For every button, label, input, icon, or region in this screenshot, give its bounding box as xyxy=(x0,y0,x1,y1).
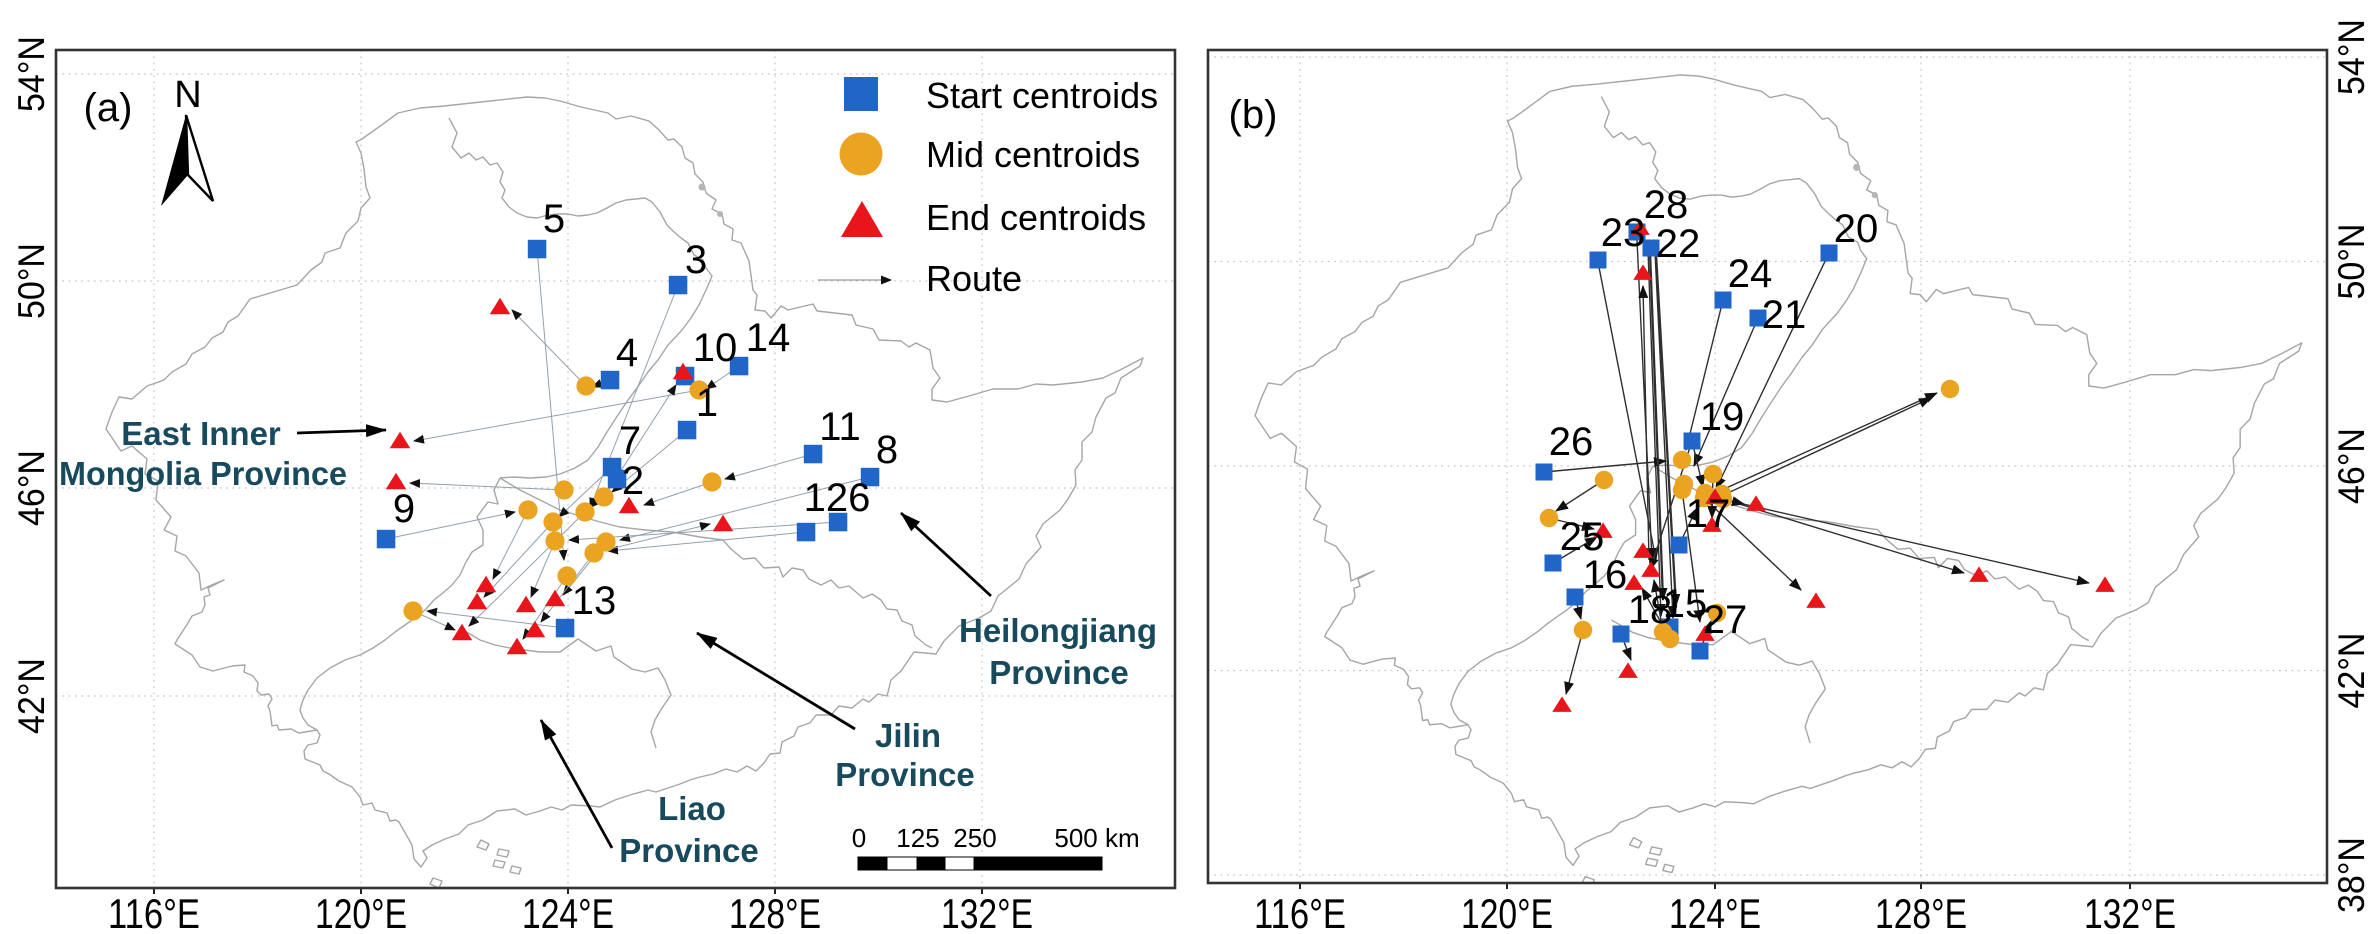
svg-text:N: N xyxy=(174,74,201,116)
svg-text:7: 7 xyxy=(619,419,641,463)
svg-text:20: 20 xyxy=(1834,207,1879,251)
svg-text:22: 22 xyxy=(1656,222,1701,266)
svg-text:126: 126 xyxy=(804,476,871,520)
svg-text:50°N: 50°N xyxy=(2331,224,2370,300)
svg-text:8: 8 xyxy=(876,428,898,472)
svg-text:17: 17 xyxy=(1686,492,1731,536)
svg-text:116°E: 116°E xyxy=(1254,890,1346,934)
svg-text:End centroids: End centroids xyxy=(926,197,1146,238)
svg-text:Mongolia Province: Mongolia Province xyxy=(59,455,347,492)
svg-text:46°N: 46°N xyxy=(11,450,52,526)
svg-text:125: 125 xyxy=(896,823,939,853)
svg-text:Jilin: Jilin xyxy=(875,717,941,754)
svg-text:16: 16 xyxy=(1583,553,1628,597)
svg-text:9: 9 xyxy=(393,487,415,531)
svg-text:46°N: 46°N xyxy=(2331,428,2370,504)
svg-text:Route: Route xyxy=(926,258,1022,299)
svg-text:11: 11 xyxy=(819,405,861,449)
svg-text:Heilongjiang: Heilongjiang xyxy=(959,612,1157,649)
svg-text:Mid centroids: Mid centroids xyxy=(926,134,1140,175)
svg-text:132°E: 132°E xyxy=(941,890,1033,934)
svg-text:128°E: 128°E xyxy=(1875,890,1967,934)
svg-text:54°N: 54°N xyxy=(11,36,52,112)
svg-text:2: 2 xyxy=(622,459,644,503)
svg-text:10: 10 xyxy=(693,326,738,370)
svg-text:42°N: 42°N xyxy=(2331,633,2370,709)
svg-text:42°N: 42°N xyxy=(11,658,52,734)
svg-text:124°E: 124°E xyxy=(1669,890,1761,934)
svg-text:15: 15 xyxy=(1663,582,1708,626)
svg-text:19: 19 xyxy=(1700,395,1745,439)
svg-text:Liao: Liao xyxy=(658,790,726,827)
svg-text:1: 1 xyxy=(696,381,718,425)
svg-text:Province: Province xyxy=(619,832,758,869)
svg-text:5: 5 xyxy=(543,197,565,241)
svg-text:24: 24 xyxy=(1728,252,1773,296)
svg-text:28: 28 xyxy=(1644,183,1689,227)
svg-text:250: 250 xyxy=(953,823,996,853)
svg-text:(b): (b) xyxy=(1229,93,1278,137)
svg-text:27: 27 xyxy=(1703,598,1748,642)
svg-text:Province: Province xyxy=(989,654,1128,691)
svg-text:124°E: 124°E xyxy=(522,890,614,934)
svg-text:120°E: 120°E xyxy=(315,890,407,934)
svg-text:25: 25 xyxy=(1560,515,1605,559)
svg-text:Province: Province xyxy=(835,756,974,793)
svg-text:500 km: 500 km xyxy=(1054,823,1139,853)
svg-text:18: 18 xyxy=(1628,588,1673,632)
svg-text:26: 26 xyxy=(1549,420,1594,464)
svg-text:0: 0 xyxy=(852,823,866,853)
svg-text:East Inner: East Inner xyxy=(121,415,281,452)
svg-text:13: 13 xyxy=(572,579,617,623)
svg-text:128°E: 128°E xyxy=(729,890,821,934)
svg-text:21: 21 xyxy=(1762,293,1807,337)
svg-text:116°E: 116°E xyxy=(108,890,200,934)
svg-text:Start centroids: Start centroids xyxy=(926,75,1158,116)
svg-text:120°E: 120°E xyxy=(1461,890,1553,934)
svg-text:23: 23 xyxy=(1601,211,1646,255)
svg-text:14: 14 xyxy=(746,316,791,360)
svg-text:4: 4 xyxy=(616,331,638,375)
svg-text:132°E: 132°E xyxy=(2084,890,2176,934)
svg-text:50°N: 50°N xyxy=(11,243,52,319)
svg-text:38°N: 38°N xyxy=(2331,837,2370,913)
svg-text:3: 3 xyxy=(685,238,707,282)
svg-text:54°N: 54°N xyxy=(2331,19,2370,95)
svg-text:(a): (a) xyxy=(84,86,133,130)
